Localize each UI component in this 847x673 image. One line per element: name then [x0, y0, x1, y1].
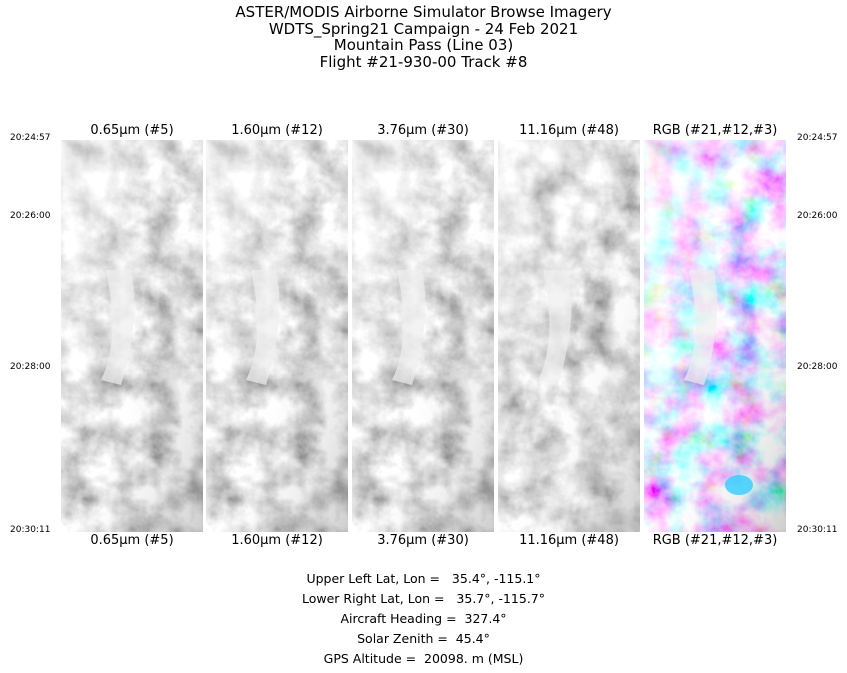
time-label: 20:30:11 [797, 525, 838, 535]
panel-label: RGB (#21,#12,#3) [652, 533, 778, 548]
info-line: Solar Zenith = 45.4° [357, 631, 490, 646]
time-label: 20:28:00 [797, 362, 838, 372]
time-label: 20:30:11 [10, 525, 51, 535]
info-line: Lower Right Lat, Lon = 35.7°, -115.7° [301, 591, 546, 606]
panel-label: 11.16μm (#48) [519, 123, 619, 138]
panel-label: RGB (#21,#12,#3) [652, 123, 778, 138]
panel-label: 3.76μm (#30) [377, 123, 469, 138]
image-feature [392, 270, 426, 385]
image-feature [684, 270, 718, 385]
panel-label: 3.76μm (#30) [377, 533, 469, 548]
time-label: 20:24:57 [797, 133, 838, 143]
title-line: WDTS_Spring21 Campaign - 24 Feb 2021 [268, 19, 579, 38]
image-panel [498, 140, 640, 532]
info-line: GPS Altitude = 20098. m (MSL) [323, 651, 524, 666]
image-panel [206, 140, 348, 532]
title-line: Mountain Pass (Line 03) [333, 36, 514, 54]
image-panel [61, 140, 203, 532]
title-line: Flight #21-930-00 Track #8 [319, 52, 528, 71]
panel-label: 0.65μm (#5) [90, 533, 174, 548]
time-label: 20:26:00 [797, 211, 838, 221]
image-panel [352, 140, 494, 532]
time-label: 20:24:57 [10, 133, 51, 143]
panel-label: 11.16μm (#48) [519, 533, 619, 548]
panel-label: 1.60μm (#12) [231, 533, 323, 548]
time-label: 20:28:00 [10, 362, 51, 372]
info-line: Upper Left Lat, Lon = 35.4°, -115.1° [306, 571, 541, 586]
title-line: ASTER/MODIS Airborne Simulator Browse Im… [235, 3, 612, 21]
image-feature [538, 270, 572, 385]
image-feature [101, 270, 135, 385]
image-panel [644, 140, 786, 532]
panel-label: 0.65μm (#5) [90, 123, 174, 138]
time-label: 20:26:00 [10, 211, 51, 221]
panel-label: 1.60μm (#12) [231, 123, 323, 138]
image-feature [246, 270, 280, 385]
image-feature [725, 475, 753, 495]
info-line: Aircraft Heading = 327.4° [340, 611, 507, 626]
